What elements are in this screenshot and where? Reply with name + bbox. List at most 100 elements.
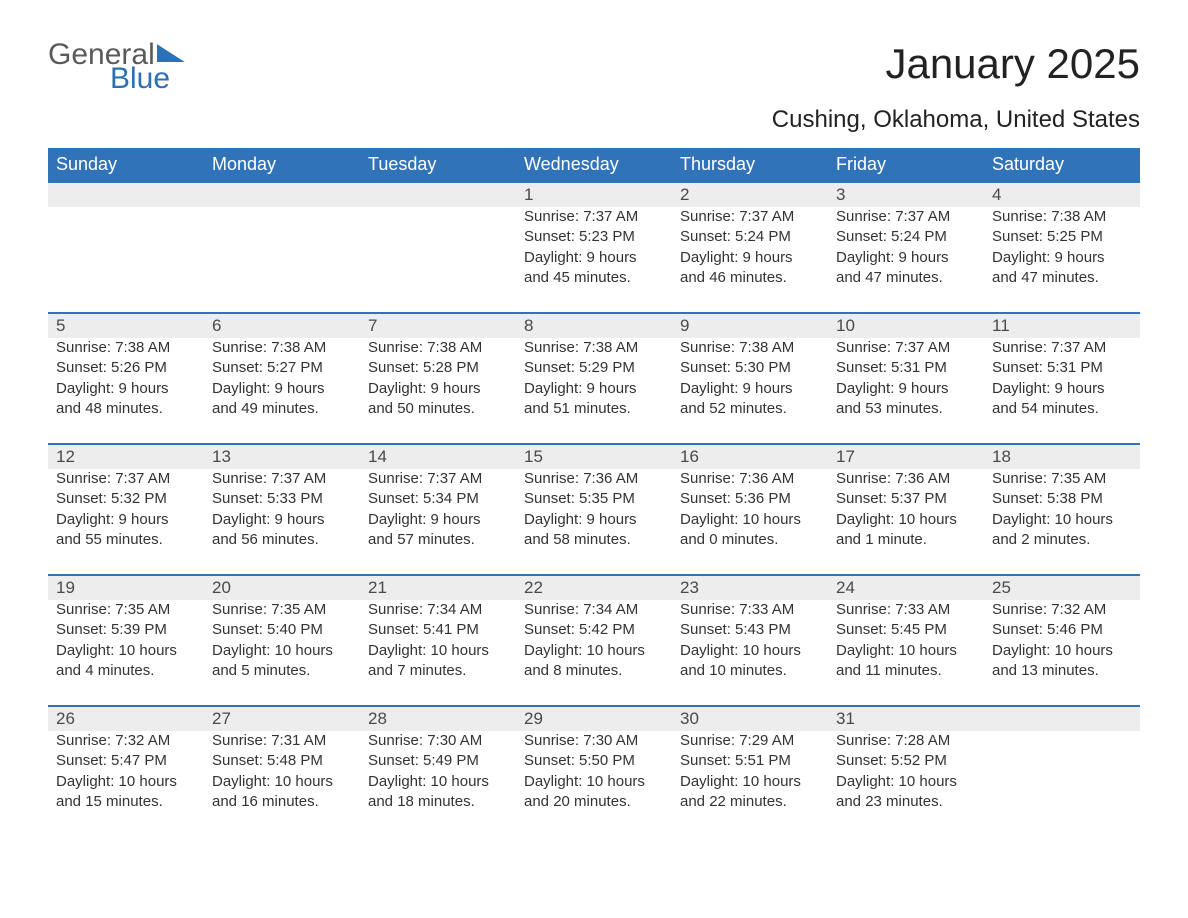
day-cell: Sunrise: 7:30 AMSunset: 5:50 PMDaylight:… <box>516 731 672 836</box>
day-sunrise: Sunrise: 7:37 AM <box>56 469 196 489</box>
day-d1: Daylight: 9 hours <box>212 379 352 399</box>
day-d2: and 11 minutes. <box>836 661 976 681</box>
day-number-row: 12131415161718 <box>48 443 1140 469</box>
day-sunset: Sunset: 5:23 PM <box>524 227 664 247</box>
day-sunrise: Sunrise: 7:37 AM <box>992 338 1132 358</box>
day-cell: Sunrise: 7:34 AMSunset: 5:42 PMDaylight:… <box>516 600 672 705</box>
day-d2: and 1 minute. <box>836 530 976 550</box>
day-cell: Sunrise: 7:38 AMSunset: 5:29 PMDaylight:… <box>516 338 672 443</box>
day-d1: Daylight: 10 hours <box>368 641 508 661</box>
day-number: 2 <box>672 183 828 207</box>
day-sunrise: Sunrise: 7:30 AM <box>368 731 508 751</box>
day-sunrise: Sunrise: 7:37 AM <box>836 207 976 227</box>
weekday-cell: Friday <box>828 148 984 181</box>
day-cell: Sunrise: 7:32 AMSunset: 5:46 PMDaylight:… <box>984 600 1140 705</box>
day-sunset: Sunset: 5:41 PM <box>368 620 508 640</box>
day-cell: Sunrise: 7:36 AMSunset: 5:36 PMDaylight:… <box>672 469 828 574</box>
day-d2: and 0 minutes. <box>680 530 820 550</box>
day-number: 3 <box>828 183 984 207</box>
day-d2: and 7 minutes. <box>368 661 508 681</box>
day-d1: Daylight: 10 hours <box>524 772 664 792</box>
day-sunset: Sunset: 5:31 PM <box>992 358 1132 378</box>
day-sunset: Sunset: 5:24 PM <box>680 227 820 247</box>
day-d1: Daylight: 10 hours <box>368 772 508 792</box>
day-sunset: Sunset: 5:31 PM <box>836 358 976 378</box>
day-d1: Daylight: 10 hours <box>524 641 664 661</box>
day-d1: Daylight: 9 hours <box>212 510 352 530</box>
day-cell: Sunrise: 7:37 AMSunset: 5:24 PMDaylight:… <box>828 207 984 312</box>
day-sunset: Sunset: 5:33 PM <box>212 489 352 509</box>
day-d1: Daylight: 9 hours <box>524 379 664 399</box>
month-title: January 2025 <box>772 40 1140 88</box>
day-sunset: Sunset: 5:48 PM <box>212 751 352 771</box>
day-number: 21 <box>360 576 516 600</box>
day-d2: and 10 minutes. <box>680 661 820 681</box>
day-sunset: Sunset: 5:38 PM <box>992 489 1132 509</box>
day-number: 9 <box>672 314 828 338</box>
day-cell: Sunrise: 7:37 AMSunset: 5:32 PMDaylight:… <box>48 469 204 574</box>
day-cell: Sunrise: 7:31 AMSunset: 5:48 PMDaylight:… <box>204 731 360 836</box>
day-d2: and 53 minutes. <box>836 399 976 419</box>
day-sunrise: Sunrise: 7:37 AM <box>212 469 352 489</box>
day-d2: and 57 minutes. <box>368 530 508 550</box>
day-sunrise: Sunrise: 7:36 AM <box>680 469 820 489</box>
day-d2: and 51 minutes. <box>524 399 664 419</box>
day-number: 24 <box>828 576 984 600</box>
day-sunrise: Sunrise: 7:28 AM <box>836 731 976 751</box>
day-d1: Daylight: 10 hours <box>212 641 352 661</box>
day-cell: Sunrise: 7:38 AMSunset: 5:27 PMDaylight:… <box>204 338 360 443</box>
day-number: 16 <box>672 445 828 469</box>
weeks-container: 1234Sunrise: 7:37 AMSunset: 5:23 PMDayli… <box>48 181 1140 836</box>
day-sunrise: Sunrise: 7:37 AM <box>524 207 664 227</box>
day-number: 18 <box>984 445 1140 469</box>
day-cell: Sunrise: 7:37 AMSunset: 5:31 PMDaylight:… <box>828 338 984 443</box>
day-sunset: Sunset: 5:36 PM <box>680 489 820 509</box>
day-sunset: Sunset: 5:32 PM <box>56 489 196 509</box>
day-d1: Daylight: 9 hours <box>680 248 820 268</box>
day-sunrise: Sunrise: 7:37 AM <box>836 338 976 358</box>
day-d1: Daylight: 9 hours <box>368 510 508 530</box>
day-cell: Sunrise: 7:35 AMSunset: 5:39 PMDaylight:… <box>48 600 204 705</box>
day-d1: Daylight: 9 hours <box>524 248 664 268</box>
day-cell <box>360 207 516 312</box>
day-cell: Sunrise: 7:32 AMSunset: 5:47 PMDaylight:… <box>48 731 204 836</box>
day-cell: Sunrise: 7:36 AMSunset: 5:37 PMDaylight:… <box>828 469 984 574</box>
day-d1: Daylight: 10 hours <box>836 772 976 792</box>
day-sunset: Sunset: 5:27 PM <box>212 358 352 378</box>
day-number <box>204 183 360 207</box>
day-number: 23 <box>672 576 828 600</box>
day-cell: Sunrise: 7:34 AMSunset: 5:41 PMDaylight:… <box>360 600 516 705</box>
day-number <box>984 707 1140 731</box>
day-sunset: Sunset: 5:35 PM <box>524 489 664 509</box>
weekday-cell: Wednesday <box>516 148 672 181</box>
day-number: 20 <box>204 576 360 600</box>
day-sunset: Sunset: 5:24 PM <box>836 227 976 247</box>
day-sunrise: Sunrise: 7:33 AM <box>680 600 820 620</box>
day-d2: and 8 minutes. <box>524 661 664 681</box>
day-d2: and 52 minutes. <box>680 399 820 419</box>
weekday-header-row: SundayMondayTuesdayWednesdayThursdayFrid… <box>48 148 1140 181</box>
day-sunset: Sunset: 5:49 PM <box>368 751 508 771</box>
day-d2: and 23 minutes. <box>836 792 976 812</box>
day-sunrise: Sunrise: 7:37 AM <box>368 469 508 489</box>
day-d2: and 55 minutes. <box>56 530 196 550</box>
day-number <box>360 183 516 207</box>
day-number-row: 1234 <box>48 181 1140 207</box>
week-row: Sunrise: 7:35 AMSunset: 5:39 PMDaylight:… <box>48 600 1140 705</box>
day-number: 11 <box>984 314 1140 338</box>
day-cell: Sunrise: 7:37 AMSunset: 5:33 PMDaylight:… <box>204 469 360 574</box>
day-cell: Sunrise: 7:38 AMSunset: 5:28 PMDaylight:… <box>360 338 516 443</box>
day-d1: Daylight: 10 hours <box>836 510 976 530</box>
day-number: 13 <box>204 445 360 469</box>
day-sunset: Sunset: 5:37 PM <box>836 489 976 509</box>
location-text: Cushing, Oklahoma, United States <box>772 106 1140 134</box>
day-sunrise: Sunrise: 7:38 AM <box>368 338 508 358</box>
day-sunrise: Sunrise: 7:30 AM <box>524 731 664 751</box>
day-d1: Daylight: 9 hours <box>992 248 1132 268</box>
day-number: 31 <box>828 707 984 731</box>
day-sunset: Sunset: 5:43 PM <box>680 620 820 640</box>
day-number: 30 <box>672 707 828 731</box>
day-sunset: Sunset: 5:26 PM <box>56 358 196 378</box>
day-number: 22 <box>516 576 672 600</box>
day-number: 10 <box>828 314 984 338</box>
